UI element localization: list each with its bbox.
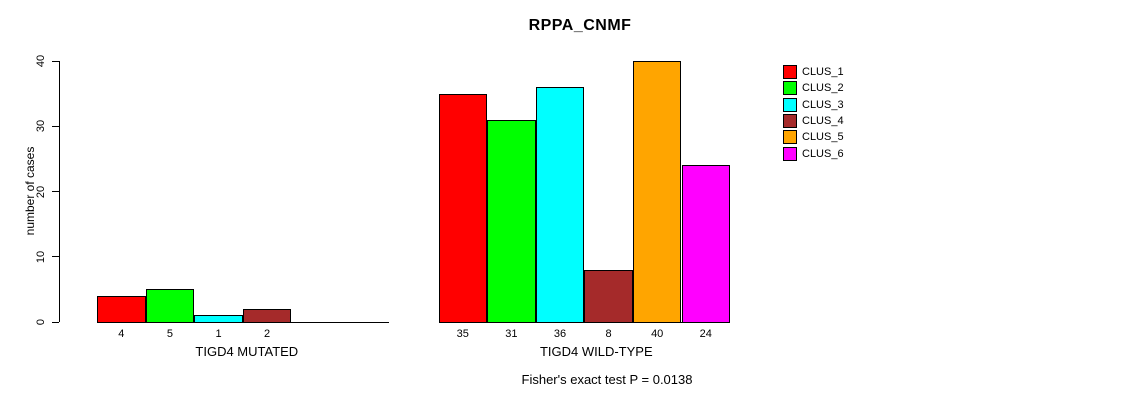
legend-label: CLUS_1	[802, 66, 844, 79]
bar-value-label: 36	[553, 328, 567, 340]
legend-label: CLUS_6	[802, 147, 844, 160]
y-axis-tick	[52, 321, 59, 323]
legend-label: CLUS_3	[802, 98, 844, 111]
legend-swatch-icon	[783, 130, 797, 145]
legend: CLUS_1 CLUS_2 CLUS_3 CLUS_4 CLUS_5 CLUS_6	[783, 64, 844, 162]
bar-clus_6-wild-type	[681, 165, 731, 323]
bar-clus_2-wild-type	[487, 119, 536, 323]
bar-value-label: 24	[699, 328, 712, 340]
y-axis-tick-label: 0	[35, 318, 47, 326]
y-axis-line	[59, 61, 60, 322]
bar-clus_2-mutated	[145, 289, 195, 323]
bar-value-label: 40	[651, 328, 664, 340]
bar-value-label: 4	[118, 328, 125, 340]
legend-swatch-icon	[783, 146, 797, 161]
y-axis-tick-label: 30	[35, 120, 47, 133]
y-axis-tick-label: 10	[35, 250, 47, 263]
legend-item-clus_6: CLUS_6	[783, 145, 844, 161]
bar-clus_4-mutated	[242, 308, 292, 323]
legend-swatch-icon	[783, 65, 797, 80]
y-axis-tick	[52, 256, 59, 258]
y-axis-tick	[52, 60, 59, 62]
bar-clus_4-wild-type	[584, 269, 633, 323]
y-axis-tick-label: 40	[35, 54, 47, 68]
bar-clus_1-wild-type	[438, 93, 488, 323]
bar-value-label: 1	[215, 328, 222, 340]
legend-item-clus_1: CLUS_1	[783, 64, 844, 80]
bar-clus_3-wild-type	[535, 87, 585, 323]
bar-value-label: 2	[264, 328, 271, 340]
y-axis-tick	[52, 125, 59, 127]
bar-clus_5-wild-type	[632, 61, 682, 323]
y-axis-tick-label: 20	[35, 185, 47, 198]
bar-value-label: 5	[166, 328, 173, 340]
bar-clus_1-mutated	[97, 295, 146, 323]
legend-item-clus_4: CLUS_4	[783, 113, 844, 129]
group-label: TIGD4 MUTATED	[195, 344, 299, 359]
group-label: TIGD4 WILD-TYPE	[539, 344, 653, 359]
legend-label: CLUS_5	[802, 131, 844, 144]
bar-value-label: 31	[505, 328, 518, 340]
bar-value-label: 35	[456, 328, 469, 340]
legend-item-clus_3: CLUS_3	[783, 97, 844, 113]
legend-item-clus_2: CLUS_2	[783, 80, 844, 96]
bar-clus_3-mutated	[194, 315, 243, 323]
chart-title: RPPA_CNMF	[528, 17, 632, 34]
legend-item-clus_5: CLUS_5	[783, 129, 844, 145]
legend-label: CLUS_2	[802, 82, 844, 95]
legend-swatch-icon	[783, 81, 797, 96]
legend-label: CLUS_4	[802, 115, 844, 128]
bar-value-label: 8	[605, 328, 612, 340]
legend-swatch-icon	[783, 114, 797, 129]
legend-swatch-icon	[783, 97, 797, 112]
fisher-test-annotation: Fisher's exact test P = 0.0138	[521, 372, 693, 387]
y-axis-tick	[52, 191, 59, 192]
